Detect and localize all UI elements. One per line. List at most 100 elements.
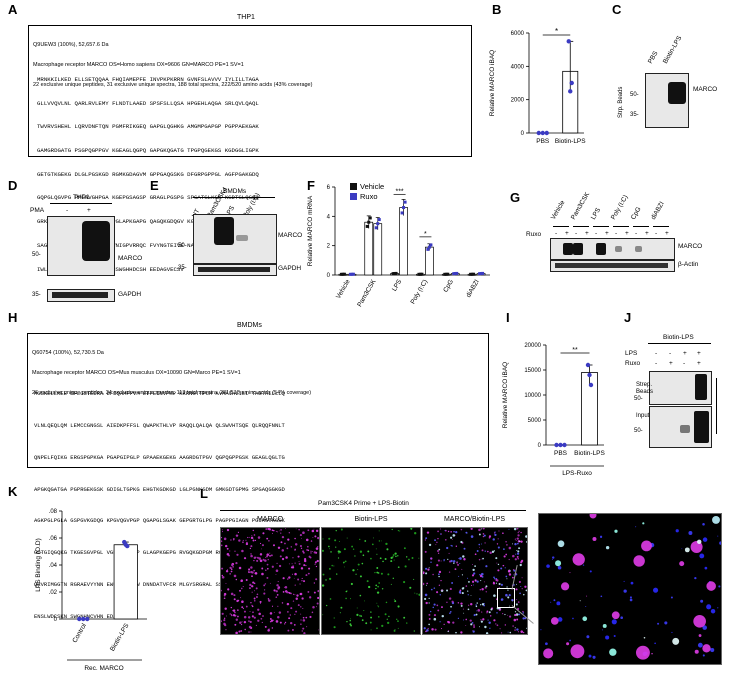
fluorescence-spot <box>263 584 266 587</box>
fluorescence-spot <box>273 529 275 532</box>
fluorescence-spot <box>446 589 449 592</box>
fluorescence-spot <box>506 578 508 580</box>
fluorescence-spot <box>328 537 331 540</box>
fluorescence-spot <box>516 537 519 540</box>
fluorescence-spot <box>235 631 238 634</box>
y-tick-label: 0 <box>54 617 58 623</box>
band-label: β-Actin <box>678 261 699 268</box>
fluorescence-spot <box>507 570 511 573</box>
fluorescence-spot <box>704 566 708 570</box>
data-point <box>558 442 563 448</box>
fluorescence-spot <box>232 538 235 540</box>
panel-e-blot-marco <box>193 214 277 264</box>
fluorescence-spot <box>517 534 520 537</box>
sequence-line: GAMGRDGATG PSGPQGPPGV KGEAGLQGPQ GAPGKQG… <box>37 146 259 154</box>
fluorescence-spot <box>515 583 517 585</box>
x-tick-label: Vehicle <box>335 278 352 300</box>
data-point <box>481 271 485 275</box>
fluorescence-spot <box>589 514 597 519</box>
fluorescence-spot <box>370 557 372 560</box>
fluorescence-spot <box>623 580 625 582</box>
fluorescence-spot <box>457 602 460 604</box>
fluorescence-spot <box>460 602 463 605</box>
fluorescence-spot <box>232 609 236 612</box>
fluorescence-spot <box>507 589 509 591</box>
fluorescence-spot <box>260 602 262 604</box>
fluorescence-spot <box>513 618 517 622</box>
lps-row-label: LPS <box>625 350 638 357</box>
fluorescence-spot <box>253 534 256 536</box>
fluorescence-spot <box>471 574 475 577</box>
y-axis-label: LPS Binding (O.D) <box>35 538 42 591</box>
sequence-line: MGSKELLKEE DFLGSTEDRA DFDQAMFPVM ETFEINV… <box>34 390 285 398</box>
fluorescence-spot <box>462 555 465 558</box>
fluorescence-spot <box>480 580 482 582</box>
fluorescence-spot <box>472 630 475 633</box>
fluorescence-spot <box>496 624 499 627</box>
fluorescence-spot <box>629 598 633 602</box>
data-point <box>85 616 90 622</box>
band-label: GAPDH <box>278 265 302 272</box>
y-tick-label: 15000 <box>524 368 541 374</box>
fluorescence-spot <box>367 550 370 553</box>
fluorescence-spot <box>343 561 345 564</box>
fluorescence-spot <box>245 539 247 541</box>
fluorescence-spot <box>293 593 295 595</box>
fluorescence-spot <box>378 582 380 584</box>
fluorescence-spot <box>470 623 473 626</box>
fluorescence-spot <box>270 554 273 557</box>
fluorescence-spot <box>299 544 303 548</box>
panel-h-title: BMDMs <box>237 322 262 329</box>
fluorescence-spot <box>374 572 376 574</box>
fluorescence-spot <box>487 550 489 553</box>
fluorescence-spot <box>305 574 308 577</box>
fluorescence-spot <box>505 575 508 578</box>
fluorescence-spot <box>503 548 505 551</box>
fluorescence-spot <box>498 583 501 586</box>
fluorescence-spot <box>653 587 659 593</box>
fluorescence-spot <box>251 604 253 607</box>
data-point <box>536 130 541 136</box>
micrograph-biotin-lps <box>321 527 421 635</box>
fluorescence-spot <box>275 596 278 599</box>
fluorescence-spot <box>471 580 475 583</box>
fluorescence-spot <box>428 602 430 604</box>
fluorescence-spot <box>642 522 645 525</box>
band-label: MARCO <box>118 255 143 262</box>
marco-band <box>668 82 686 104</box>
fluorescence-spot <box>294 613 296 615</box>
y-tick-label: 5000 <box>528 418 542 424</box>
fluorescence-spot <box>408 558 410 561</box>
fluorescence-spot <box>273 589 276 592</box>
fluorescence-spot <box>248 625 252 629</box>
fluorescence-spot <box>253 569 256 572</box>
fluorescence-spot <box>500 599 503 601</box>
data-point <box>426 247 430 251</box>
y-tick-label: .08 <box>49 509 58 515</box>
fluorescence-spot <box>439 621 441 623</box>
marco-band <box>635 246 642 252</box>
fluorescence-spot <box>425 537 428 540</box>
fluorescence-spot <box>473 584 474 586</box>
fluorescence-spot <box>301 597 304 600</box>
fluorescence-spot <box>298 562 301 565</box>
data-point <box>429 243 433 247</box>
fluorescence-spot <box>313 591 316 594</box>
fluorescence-spot <box>491 550 495 553</box>
fluorescence-spot <box>242 585 244 588</box>
panel-label-i: I <box>506 310 510 325</box>
fluorescence-spot <box>240 579 244 582</box>
fluorescence-spot <box>333 617 335 619</box>
fluorescence-spot <box>444 538 447 541</box>
fluorescence-spot <box>237 615 239 618</box>
fluorescence-spot <box>654 642 656 645</box>
fluorescence-spot <box>251 615 254 618</box>
data-point <box>374 226 378 230</box>
fluorescence-spot <box>456 560 458 562</box>
fluorescence-spot <box>357 569 359 571</box>
fluorescence-spot <box>504 567 506 569</box>
fluorescence-spot <box>474 579 477 582</box>
fluorescence-spot <box>555 560 562 567</box>
fluorescence-spot <box>502 532 504 535</box>
fluorescence-spot <box>497 569 500 572</box>
